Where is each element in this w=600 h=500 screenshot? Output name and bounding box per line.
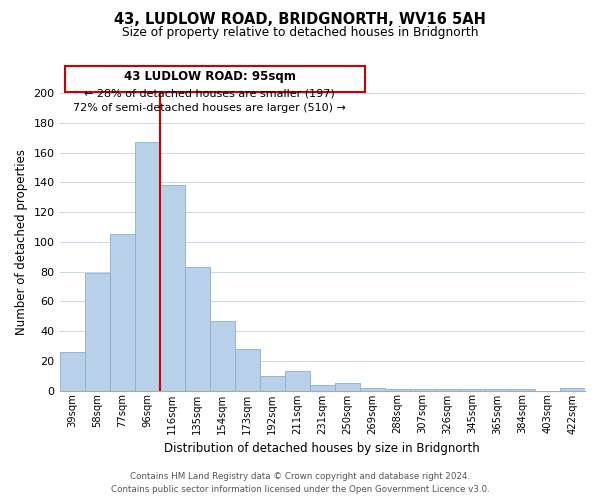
Bar bbox=[510, 389, 535, 390]
Bar bbox=[435, 389, 460, 390]
Bar bbox=[134, 142, 160, 390]
FancyBboxPatch shape bbox=[65, 66, 365, 92]
Bar bbox=[285, 371, 310, 390]
Bar bbox=[560, 388, 585, 390]
Bar bbox=[110, 234, 134, 390]
Text: 43, LUDLOW ROAD, BRIDGNORTH, WV16 5AH: 43, LUDLOW ROAD, BRIDGNORTH, WV16 5AH bbox=[114, 12, 486, 28]
Text: 43 LUDLOW ROAD: 95sqm: 43 LUDLOW ROAD: 95sqm bbox=[124, 70, 296, 82]
Bar bbox=[260, 376, 285, 390]
Bar bbox=[385, 389, 410, 390]
Bar bbox=[485, 389, 510, 390]
Bar bbox=[209, 320, 235, 390]
Bar bbox=[410, 389, 435, 390]
Bar bbox=[235, 349, 260, 391]
Bar bbox=[310, 384, 335, 390]
Text: Contains HM Land Registry data © Crown copyright and database right 2024.
Contai: Contains HM Land Registry data © Crown c… bbox=[110, 472, 490, 494]
Bar bbox=[185, 267, 209, 390]
Text: Size of property relative to detached houses in Bridgnorth: Size of property relative to detached ho… bbox=[122, 26, 478, 39]
X-axis label: Distribution of detached houses by size in Bridgnorth: Distribution of detached houses by size … bbox=[164, 442, 480, 455]
Bar bbox=[85, 273, 110, 390]
Y-axis label: Number of detached properties: Number of detached properties bbox=[15, 149, 28, 335]
Bar bbox=[460, 389, 485, 390]
Bar bbox=[59, 352, 85, 391]
Bar bbox=[360, 388, 385, 390]
Bar bbox=[335, 383, 360, 390]
Bar bbox=[160, 186, 185, 390]
Text: ← 28% of detached houses are smaller (197)
72% of semi-detached houses are large: ← 28% of detached houses are smaller (19… bbox=[73, 88, 346, 112]
